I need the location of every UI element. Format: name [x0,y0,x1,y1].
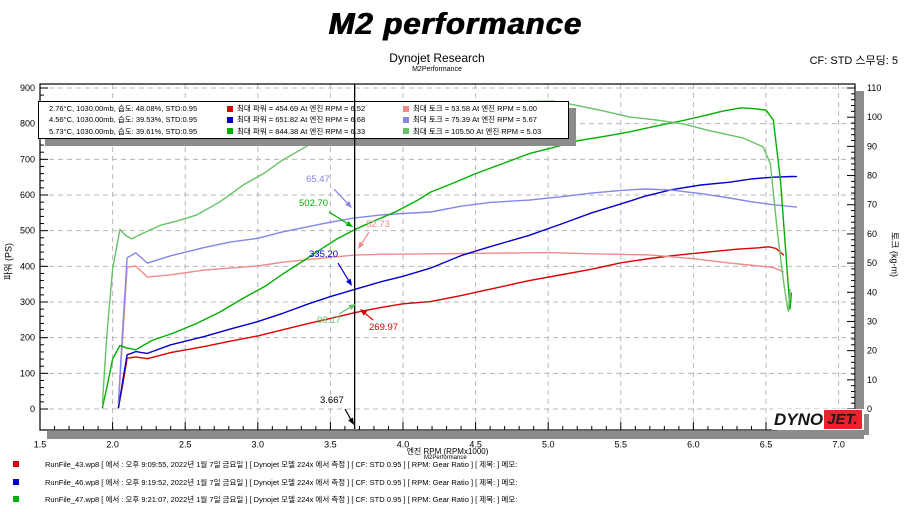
run-file-row: RunFile_47.wp8 [ 에서 : 오후 9:21:07, 2022년 … [13,496,517,504]
legend-env-conditions: 4.56°C, 1030.00mb, 습도: 39.53%, STD:0.95 [49,115,198,125]
x-tick-label: 5.0 [542,439,555,449]
y-left-tick-label: 100 [20,368,35,378]
x-tick-label: 7.0 [832,439,845,449]
y-right-tick-label: 60 [867,229,877,239]
y-right-tick-label: 10 [867,375,877,385]
y-left-tick-label: 700 [20,154,35,164]
correction-factor-label: CF: STD 스무딩: 5 [809,55,898,67]
legend-max-power: 최대 파워 = 454.69 At 엔진 RPM = 6.52 [237,104,366,114]
torque-curve-runfile_43 [117,251,785,404]
legend-max-torque: 최대 토크 = 53.58 At 엔진 RPM = 5.00 [413,104,537,114]
power-series-swatch-icon [227,128,233,135]
power-series-swatch-icon [227,105,233,112]
run-file-row: RunFile_46.wp8 [ 에서 : 오후 9:19:52, 2022년 … [13,477,518,487]
run-color-swatch-icon [13,496,19,503]
y-left-tick-label: 200 [20,333,35,343]
run-file-description: RunFile_46.wp8 [ 에서 : 오후 9:19:52, 2022년 … [45,477,518,487]
run-color-swatch-icon [13,478,19,485]
x-tick-label: 6.0 [687,439,700,449]
run-file-description: RunFile_47.wp8 [ 에서 : 오후 9:21:07, 2022년 … [45,495,518,504]
x-tick-label: 2.0 [106,439,119,449]
torque-series-swatch-icon [403,128,409,135]
x-tick-label: 4.0 [397,439,410,449]
y-right-tick-label: 90 [867,141,877,151]
x-tick-label: 4.5 [469,439,482,449]
x-tick-label: 2.5 [179,439,192,449]
legend-box[interactable]: 2.76°C, 1030.00mb, 습도: 48.08%, STD:0.95 최… [38,101,569,139]
y-right-tick-label: 80 [867,171,877,181]
power-curve-runfile_47 [101,107,793,409]
torque-series-swatch-icon [403,105,409,112]
legend-max-torque: 최대 토크 = 75.39 At 엔진 RPM = 5.67 [413,115,537,125]
y-right-tick-label: 40 [867,287,877,297]
dynojet-logo: DYNO JET. [772,409,864,430]
y-right-tick-label: 30 [867,316,877,326]
dynojet-logo-jet: JET. [824,410,862,429]
run-color-swatch-icon [13,461,19,468]
x-tick-label: 3.0 [252,439,265,449]
power-curve-runfile_43 [117,246,785,409]
legend-max-power: 최대 파워 = 651.82 At 엔진 RPM = 6.68 [237,115,366,125]
x-tick-label: 1.5 [34,439,47,449]
subtitle-shop-name: M2Performance [412,66,462,73]
y-left-tick-label: 0 [30,404,35,414]
y-right-tick-label: 110 [867,83,881,93]
x-tick-label: 3.5 [324,439,337,449]
legend-env-conditions: 5.73°C, 1030.00mb, 습도: 39.61%, STD:0.95 [49,126,198,136]
plot-shadow-right [856,91,864,439]
x-tick-label: 6.5 [760,439,773,449]
y-left-tick-label: 900 [20,83,35,93]
legend-row: 2.76°C, 1030.00mb, 습도: 48.08%, STD:0.95 최… [39,104,568,113]
y-right-tick-label: 0 [867,404,872,414]
torque-curve-runfile_46 [117,188,798,404]
power-series-swatch-icon [227,116,233,123]
legend-env-conditions: 2.76°C, 1030.00mb, 습도: 48.08%, STD:0.95 [49,104,198,114]
x-tick-label: 5.5 [615,439,628,449]
y-left-tick-label: 800 [20,119,35,129]
run-file-row: RunFile_43.wp8 [ 에서 : 오후 9:09:55, 2022년 … [13,461,517,469]
x-axis-label: 엔진 RPM (RPMx1000) [406,447,489,456]
legend-max-torque: 최대 토크 = 105.50 At 엔진 RPM = 5.03 [413,126,542,136]
y-right-tick-label: 100 [867,112,882,122]
plot-shadow-bottom [47,431,863,439]
y-left-tick-label: 600 [20,190,35,200]
footer-watermark: M2Performance [424,455,467,461]
y-right-tick-label: 70 [867,200,877,210]
legend-row: 5.73°C, 1030.00mb, 습도: 39.61%, STD:0.95 최… [39,127,568,136]
y-left-tick-label: 300 [20,297,35,307]
power-curve-runfile_46 [117,175,798,409]
legend-max-power: 최대 파워 = 844.38 At 엔진 RPM = 6.33 [237,126,366,136]
y-left-tick-label: 500 [20,226,35,236]
dynojet-logo-dyno: DYNO [774,409,824,429]
page-title: M2 performance [328,6,582,41]
torque-curve-runfile_47 [101,100,791,404]
y-left-tick-label: 400 [20,261,35,271]
legend-row: 4.56°C, 1030.00mb, 습도: 39.53%, STD:0.95 최… [39,115,568,124]
torque-series-swatch-icon [403,116,409,123]
subtitle-dynojet-research: Dynojet Research [389,51,485,65]
y-right-tick-label: 50 [867,258,877,268]
run-file-description: RunFile_43.wp8 [ 에서 : 오후 9:09:55, 2022년 … [45,460,518,469]
y-right-tick-label: 20 [867,346,877,356]
